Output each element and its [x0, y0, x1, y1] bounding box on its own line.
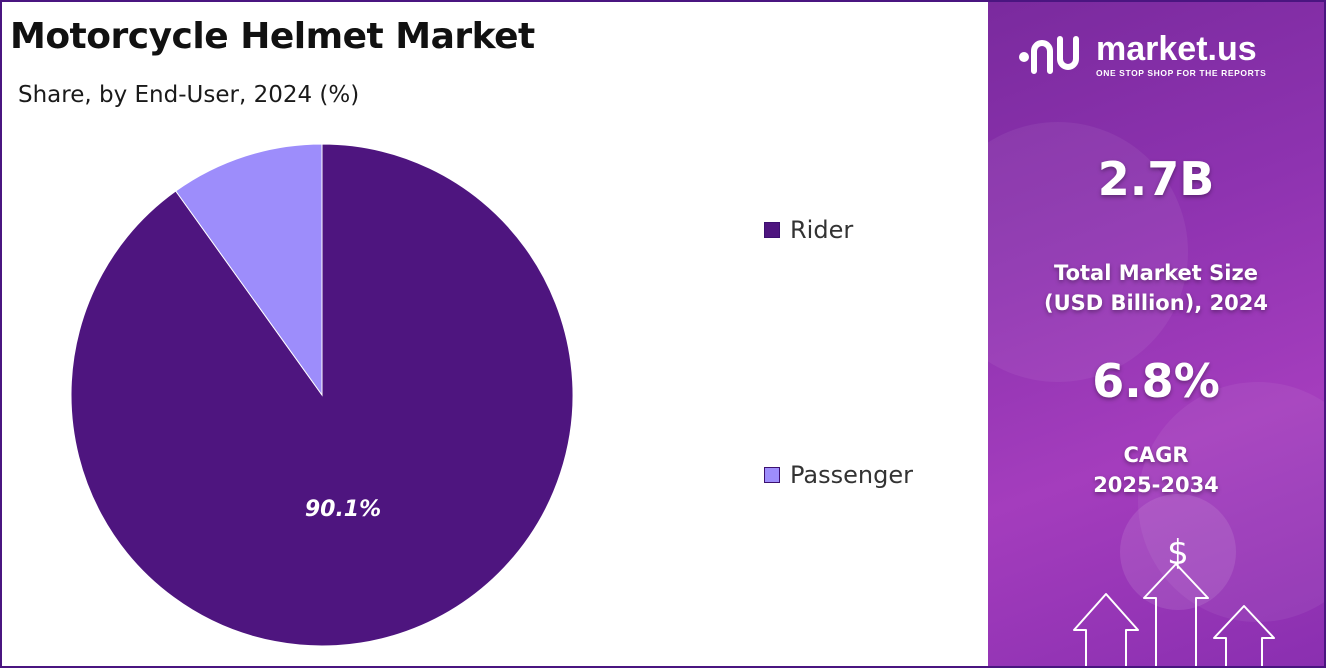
chart-panel: Motorcycle Helmet Market Share, by End-U…: [2, 2, 988, 666]
brand-tagline: ONE STOP SHOP FOR THE REPORTS: [1096, 68, 1267, 78]
cagr-label-line1: CAGR: [1123, 443, 1189, 467]
market-size-label-line2: (USD Billion), 2024: [1043, 291, 1269, 315]
market-size-label-line1: Total Market Size: [1054, 261, 1258, 285]
legend-item-passenger: Passenger: [764, 461, 913, 489]
stats-panel: market.us ONE STOP SHOP FOR THE REPORTS …: [988, 2, 1324, 666]
pie-chart: 90.1%: [70, 143, 574, 647]
cagr-label-line2: 2025-2034: [1093, 473, 1219, 497]
legend-item-rider: Rider: [764, 216, 853, 244]
market-us-logo-icon: [1019, 36, 1079, 74]
arrow-up-icon: [1213, 605, 1275, 666]
coin-shape: [1120, 494, 1236, 610]
legend-label-rider: Rider: [790, 216, 854, 244]
background-shape: [1138, 382, 1324, 622]
pie-slice-passenger: [175, 143, 323, 397]
brand-name: market.us: [1096, 30, 1257, 68]
chart-subtitle: Share, by End-User, 2024 (%): [18, 82, 360, 108]
legend-swatch-passenger: [764, 467, 780, 483]
legend-swatch-rider: [764, 222, 780, 238]
growth-arrows-illustration: $: [1073, 494, 1275, 666]
arrow-up-icon: [1143, 563, 1209, 666]
market-size-value: 2.7B: [1097, 152, 1215, 206]
chart-title: Motorcycle Helmet Market: [10, 16, 535, 57]
arrow-up-icon: [1073, 593, 1139, 666]
cagr-value: 6.8%: [1092, 354, 1220, 408]
pie-data-label-rider: 90.1%: [305, 497, 381, 522]
background-shape: [988, 122, 1188, 382]
brand-logo: market.us ONE STOP SHOP FOR THE REPORTS: [1018, 32, 1266, 78]
legend-label-passenger: Passenger: [790, 461, 913, 489]
dollar-sign-icon: $: [1167, 533, 1189, 573]
